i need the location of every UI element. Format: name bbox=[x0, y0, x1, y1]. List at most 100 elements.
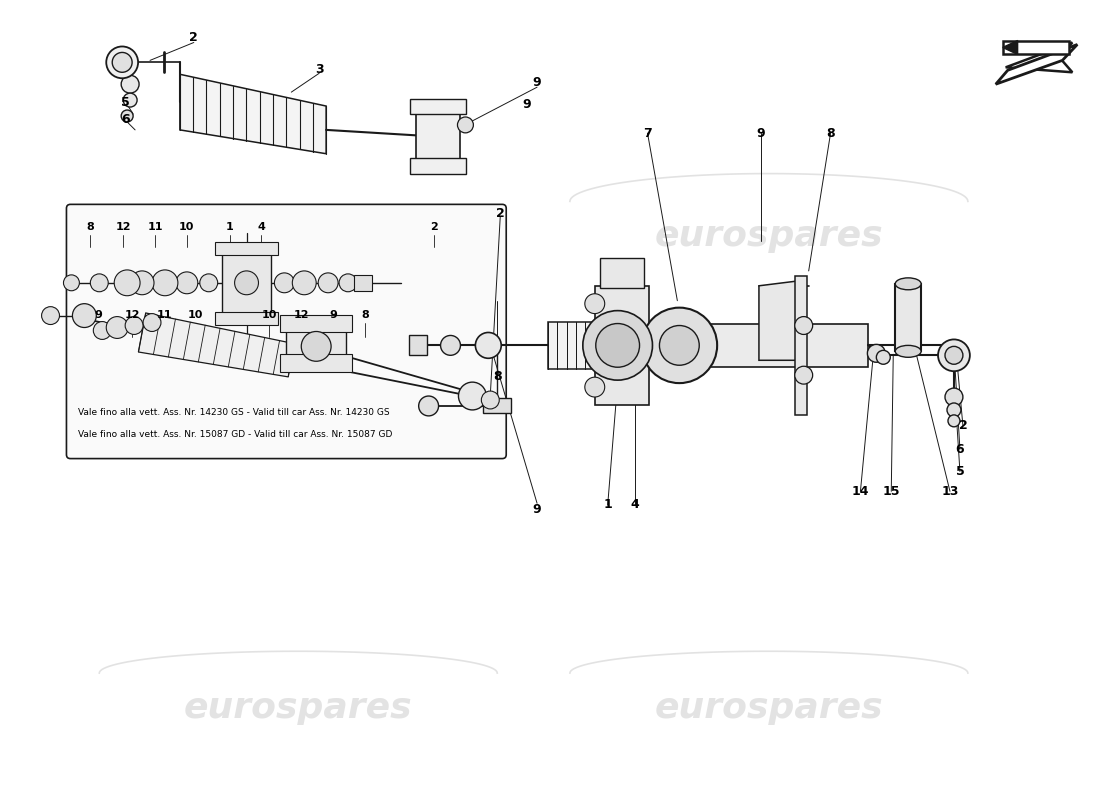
Circle shape bbox=[94, 322, 111, 339]
Circle shape bbox=[458, 117, 473, 133]
Polygon shape bbox=[1005, 42, 1072, 72]
Circle shape bbox=[125, 317, 143, 334]
Circle shape bbox=[90, 274, 108, 292]
Circle shape bbox=[585, 294, 605, 314]
Text: 8: 8 bbox=[361, 310, 368, 320]
Bar bbox=[795, 276, 806, 415]
Circle shape bbox=[234, 271, 258, 294]
Polygon shape bbox=[996, 45, 1077, 84]
Text: 10: 10 bbox=[262, 310, 277, 320]
Text: 12: 12 bbox=[124, 310, 140, 320]
Text: 1: 1 bbox=[226, 222, 233, 232]
Text: 2: 2 bbox=[189, 31, 198, 44]
Text: eurospares: eurospares bbox=[184, 289, 412, 322]
Polygon shape bbox=[139, 313, 295, 377]
Text: 2: 2 bbox=[430, 222, 438, 232]
Text: 9: 9 bbox=[532, 76, 541, 89]
Circle shape bbox=[659, 326, 700, 366]
Circle shape bbox=[482, 391, 499, 409]
Circle shape bbox=[143, 314, 161, 331]
Circle shape bbox=[339, 274, 358, 292]
Circle shape bbox=[641, 308, 717, 383]
Polygon shape bbox=[1003, 41, 1069, 54]
Text: 11: 11 bbox=[147, 222, 163, 232]
Polygon shape bbox=[180, 74, 326, 154]
FancyBboxPatch shape bbox=[66, 204, 506, 458]
Circle shape bbox=[596, 323, 639, 367]
Circle shape bbox=[475, 333, 502, 358]
Circle shape bbox=[419, 396, 439, 416]
Text: 1: 1 bbox=[603, 498, 612, 511]
Bar bbox=[214, 242, 278, 255]
Text: 4: 4 bbox=[630, 498, 639, 511]
Bar bbox=[409, 98, 466, 114]
Circle shape bbox=[107, 317, 128, 338]
Text: 8: 8 bbox=[826, 126, 835, 139]
Circle shape bbox=[121, 110, 133, 122]
Text: 12: 12 bbox=[116, 222, 131, 232]
Circle shape bbox=[318, 273, 338, 293]
Bar bbox=[280, 314, 352, 333]
Circle shape bbox=[112, 53, 132, 72]
Circle shape bbox=[795, 366, 813, 384]
Circle shape bbox=[42, 306, 59, 325]
Circle shape bbox=[868, 344, 886, 362]
Text: 4: 4 bbox=[257, 222, 265, 232]
Bar bbox=[280, 354, 352, 372]
Text: 15: 15 bbox=[882, 485, 900, 498]
Circle shape bbox=[152, 270, 178, 296]
Circle shape bbox=[130, 271, 154, 294]
Text: 12: 12 bbox=[294, 310, 309, 320]
Bar bbox=[286, 318, 346, 370]
Text: 13: 13 bbox=[942, 485, 959, 498]
Circle shape bbox=[585, 377, 605, 397]
Bar bbox=[600, 258, 643, 288]
Text: 7: 7 bbox=[644, 126, 652, 139]
Circle shape bbox=[945, 388, 962, 406]
Circle shape bbox=[114, 270, 140, 296]
Circle shape bbox=[200, 274, 218, 292]
Circle shape bbox=[64, 275, 79, 290]
Circle shape bbox=[301, 331, 331, 362]
Bar bbox=[895, 284, 921, 351]
Text: 14: 14 bbox=[851, 485, 869, 498]
Bar bbox=[416, 100, 461, 174]
Text: 2: 2 bbox=[496, 207, 505, 220]
Polygon shape bbox=[548, 322, 670, 370]
Circle shape bbox=[121, 75, 139, 93]
Circle shape bbox=[877, 350, 890, 364]
Circle shape bbox=[948, 415, 960, 427]
Text: 6: 6 bbox=[121, 114, 130, 126]
Bar bbox=[409, 158, 466, 174]
Text: Vale fino alla vett. Ass. Nr. 15087 GD - Valid till car Ass. Nr. 15087 GD: Vale fino alla vett. Ass. Nr. 15087 GD -… bbox=[78, 430, 393, 439]
Text: 10: 10 bbox=[179, 222, 195, 232]
Ellipse shape bbox=[895, 346, 921, 358]
Bar bbox=[354, 275, 372, 290]
Circle shape bbox=[945, 346, 962, 364]
Ellipse shape bbox=[895, 278, 921, 290]
Text: 9: 9 bbox=[329, 310, 337, 320]
Circle shape bbox=[274, 273, 295, 293]
Bar bbox=[670, 323, 868, 367]
Text: 9: 9 bbox=[757, 126, 766, 139]
Bar bbox=[222, 248, 272, 318]
Text: eurospares: eurospares bbox=[654, 691, 883, 725]
Text: 9: 9 bbox=[95, 310, 102, 320]
Circle shape bbox=[938, 339, 970, 371]
Bar bbox=[595, 286, 649, 405]
Circle shape bbox=[73, 304, 97, 327]
Text: 5: 5 bbox=[956, 465, 965, 478]
Circle shape bbox=[176, 272, 198, 294]
Circle shape bbox=[107, 46, 139, 78]
Circle shape bbox=[947, 403, 961, 417]
Circle shape bbox=[583, 310, 652, 380]
Text: 8: 8 bbox=[87, 222, 95, 232]
Polygon shape bbox=[1003, 41, 1018, 54]
Text: eurospares: eurospares bbox=[184, 691, 412, 725]
Circle shape bbox=[795, 317, 813, 334]
Text: 10: 10 bbox=[188, 310, 204, 320]
Circle shape bbox=[441, 335, 461, 355]
Polygon shape bbox=[759, 281, 799, 360]
Text: 9: 9 bbox=[522, 98, 531, 111]
Text: Vale fino alla vett. Ass. Nr. 14230 GS - Valid till car Ass. Nr. 14230 GS: Vale fino alla vett. Ass. Nr. 14230 GS -… bbox=[78, 409, 390, 418]
